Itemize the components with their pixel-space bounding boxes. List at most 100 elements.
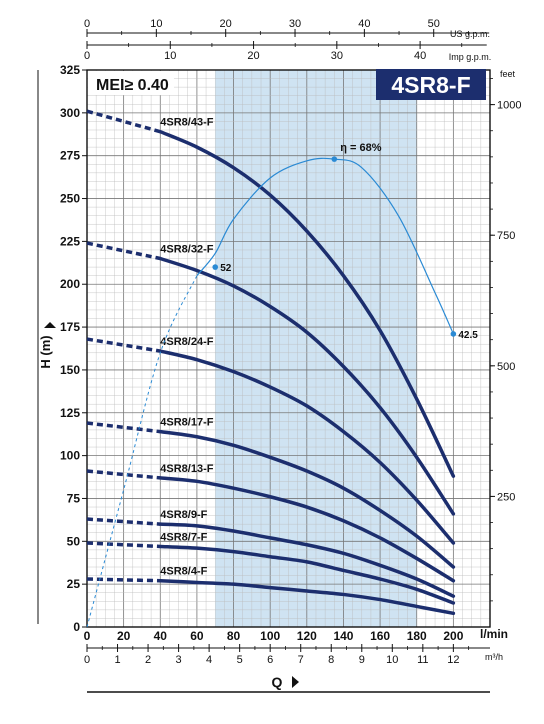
y-tick-label: 225 (60, 234, 80, 248)
efficiency-curve-line (196, 157, 454, 335)
x-tick-label-usgpm: 40 (358, 18, 370, 30)
x-tick-label-usgpm: 50 (428, 18, 440, 30)
y-axis-title: H (m) (38, 335, 53, 368)
pump-curve (158, 544, 456, 605)
pump-curve-label: 4SR8/17-F (160, 417, 213, 429)
pump-curve-startup (86, 337, 161, 353)
x-tick-label-lmin: 80 (227, 629, 241, 643)
x-tick-label-lmin: 20 (117, 629, 131, 643)
feet-tick-label: 500 (497, 361, 515, 373)
y-tick-label: 175 (60, 320, 80, 334)
efficiency-curve: 52 η = 68% 42.5 (86, 142, 478, 628)
pump-curve (158, 476, 456, 583)
x-tick-label-m3h: 9 (359, 654, 365, 666)
x-tick-label-lmin: 0 (84, 629, 91, 643)
x-tick-label-lmin: 200 (443, 629, 463, 643)
x-tick-label-m3h: 2 (145, 654, 151, 666)
y-tick-label: 100 (60, 449, 80, 463)
efficiency-point (450, 331, 457, 337)
x-tick-label-m3h: 0 (84, 654, 90, 666)
pump-curve-startup (86, 541, 161, 549)
y-tick-label: 150 (60, 363, 80, 377)
x-unit-lmin: l/min (480, 627, 508, 641)
pump-curve-label: 4SR8/4-F (160, 566, 207, 578)
pump-curve (158, 129, 456, 478)
pump-curve-label: 4SR8/24-F (160, 336, 213, 348)
y-tick-label: 325 (60, 63, 80, 77)
pump-curve (158, 522, 456, 598)
x-tick-label-lmin: 180 (407, 629, 427, 643)
tick-labels: 0255075100125150175200225250275300325250… (60, 18, 522, 666)
pump-curve-startup (86, 469, 161, 480)
x-tick-label-m3h: 12 (447, 654, 459, 666)
x-unit-m3h: m³/h (485, 652, 503, 662)
pump-curve-startup (86, 421, 161, 434)
x-tick-label-m3h: 8 (328, 654, 334, 666)
pump-curve-startup (86, 241, 161, 261)
x-tick-label-usgpm: 30 (289, 18, 301, 30)
efficiency-label: 52 (220, 263, 232, 274)
pump-curve (158, 578, 456, 616)
x-tick-label-lmin: 60 (190, 629, 204, 643)
x-unit-usgpm: US g.p.m. (450, 29, 490, 39)
x-tick-label-m3h: 3 (176, 654, 182, 666)
x-tick-label-lmin: 160 (370, 629, 390, 643)
y-unit-feet: feet (500, 69, 516, 79)
pump-curve-startup (86, 517, 161, 526)
x-tick-label-impgpm: 20 (247, 50, 259, 62)
title-badge-box (376, 69, 486, 100)
mei-badge-box (88, 71, 174, 95)
x-tick-label-m3h: 6 (267, 654, 273, 666)
x-tick-label-impgpm: 0 (84, 50, 90, 62)
y-tick-label: 25 (67, 577, 81, 591)
x-tick-label-m3h: 4 (206, 654, 212, 666)
efficiency-label: 42.5 (458, 330, 478, 341)
x-tick-label-impgpm: 10 (164, 50, 176, 62)
efficiency-point (331, 156, 338, 162)
x-tick-label-impgpm: 30 (331, 50, 343, 62)
x-tick-label-lmin: 140 (333, 629, 353, 643)
chart-title: 4SR8-F (391, 72, 470, 98)
feet-tick-label: 750 (497, 230, 515, 242)
axes (86, 69, 491, 628)
x-tick-label-lmin: 120 (297, 629, 317, 643)
feet-tick-label: 250 (497, 491, 515, 503)
x-tick-label-m3h: 5 (237, 654, 243, 666)
x-tick-label-impgpm: 40 (414, 50, 426, 62)
pump-curve-label: 4SR8/9-F (160, 509, 207, 521)
pump-curve-startup (86, 577, 161, 583)
pump-curve-label: 4SR8/13-F (160, 463, 213, 475)
x-tick-label-m3h: 11 (417, 654, 428, 666)
x-unit-impgpm: Imp g.p.m. (449, 52, 492, 62)
x-tick-label-m3h: 7 (298, 654, 304, 666)
y-tick-label: 200 (60, 277, 80, 291)
pump-curve (158, 349, 456, 545)
pump-curves: 4SR8/43-F 4SR8/32-F 4SR8/24-F 4SR8/17-F 4SR8… (86, 109, 456, 616)
pump-curve-label: 4SR8/7-F (160, 531, 207, 543)
feet-tick-label: 1000 (497, 100, 521, 112)
x-tick-label-usgpm: 10 (150, 18, 162, 30)
pump-curve-startup (86, 109, 161, 134)
pump-curve-label: 4SR8/32-F (160, 244, 213, 256)
y-tick-label: 300 (60, 106, 80, 120)
x-tick-label-usgpm: 0 (84, 18, 90, 30)
x-tick-label-usgpm: 20 (220, 18, 232, 30)
y-tick-label: 250 (60, 192, 80, 206)
efficiency-point (212, 264, 219, 270)
mei-badge: MEI≥ 0.40 (96, 77, 169, 94)
plot-frame (86, 69, 491, 628)
efficiency-label: η = 68% (340, 142, 381, 154)
y-tick-label: 275 (60, 149, 80, 163)
x-axis-arrow-icon (292, 676, 299, 688)
x-tick-label-lmin: 100 (260, 629, 280, 643)
pump-curve-label: 4SR8/43-F (160, 117, 213, 129)
y-tick-label: 75 (67, 491, 81, 505)
grid-lines (86, 69, 491, 628)
y-axis-arrow-icon (44, 322, 56, 328)
x-tick-label-lmin: 40 (154, 629, 168, 643)
x-tick-label-m3h: 1 (114, 654, 120, 666)
x-tick-label-m3h: 10 (386, 654, 398, 666)
pump-curve (158, 429, 456, 569)
x-axis-title: Q (272, 674, 283, 690)
